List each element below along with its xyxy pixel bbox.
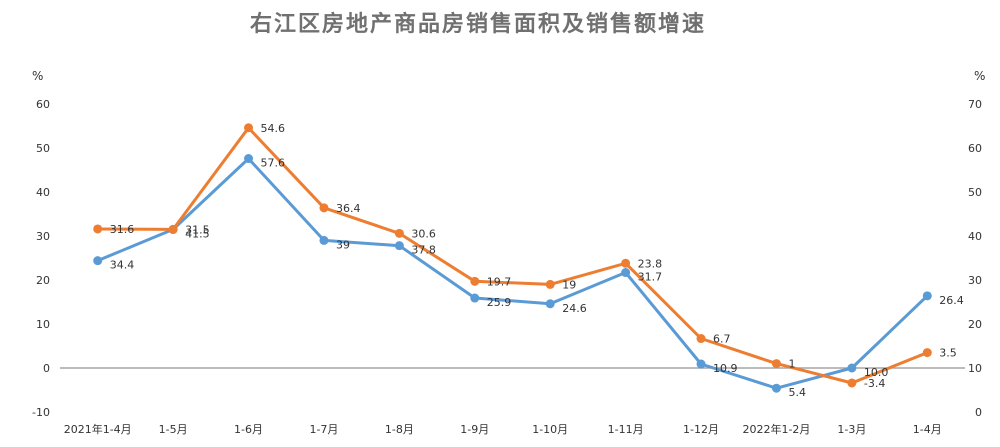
data-point	[922, 291, 932, 301]
data-label: 6.7	[713, 333, 731, 346]
data-label: 39	[336, 238, 350, 251]
series-layer: 31.6 31.5 54.6 36.4 30.6 19.7 19 23.8 6.7 1 -3.4 3.…	[93, 122, 964, 399]
data-point	[771, 383, 781, 393]
right-tick-label: 50	[968, 186, 982, 199]
x-tick-label: 1-12月	[683, 423, 719, 436]
data-label: 10.9	[713, 362, 738, 375]
data-point	[93, 256, 103, 266]
data-point	[244, 154, 254, 164]
series-left-axis	[93, 123, 932, 388]
right-tick-label: 30	[968, 274, 982, 287]
x-tick-label: 1-9月	[460, 423, 489, 436]
data-label: 1	[788, 358, 795, 371]
data-labels-right-axis: 34.4 41.5 57.6 39 37.8 25.9 24.6 31.7 10.9 5.4 10.…	[110, 157, 964, 400]
left-axis-unit: %	[32, 69, 43, 83]
data-label: 34.4	[110, 259, 135, 272]
data-label: 36.4	[336, 202, 361, 215]
data-label: 31.7	[638, 271, 663, 284]
data-point	[696, 334, 706, 344]
data-label: 3.5	[939, 347, 957, 360]
data-point	[93, 224, 103, 234]
right-axis: 70 60 50 40 30 20 10 0	[968, 98, 982, 419]
series-right-axis	[93, 154, 932, 393]
x-tick-label: 2021年1-4月	[64, 422, 132, 436]
data-label: 37.8	[411, 244, 436, 257]
left-tick-label: 60	[36, 98, 50, 111]
data-label: 23.8	[638, 257, 663, 270]
right-tick-label: 70	[968, 98, 982, 111]
data-label: 41.5	[185, 227, 210, 240]
data-point	[621, 268, 631, 278]
data-label: 25.9	[487, 296, 512, 309]
data-point	[319, 235, 329, 245]
right-tick-label: 10	[968, 362, 982, 375]
data-point	[696, 359, 706, 369]
data-label: 31.6	[110, 223, 135, 236]
data-label: 10.0	[864, 366, 889, 379]
data-point	[771, 359, 781, 369]
data-point	[319, 203, 329, 213]
x-tick-label: 1-11月	[608, 423, 644, 436]
data-point	[545, 279, 555, 289]
data-point	[847, 363, 857, 373]
data-point	[244, 123, 254, 133]
data-label: 5.4	[788, 386, 806, 399]
series-line	[96, 126, 929, 385]
left-tick-label: 40	[36, 186, 50, 199]
data-label: -3.4	[864, 377, 885, 390]
x-axis: 2021年1-4月 1-5月 1-6月 1-7月 1-8月 1-9月 1-10月 1-11月 1…	[64, 422, 942, 436]
data-point	[394, 241, 404, 251]
data-label: 54.6	[261, 122, 286, 135]
data-label: 57.6	[261, 157, 286, 170]
chart-title: 右江区房地产商品房销售面积及销售额增速	[250, 11, 706, 37]
data-point	[545, 299, 555, 309]
left-tick-label: 10	[36, 318, 50, 331]
data-point	[394, 228, 404, 238]
x-tick-label: 1-6月	[234, 423, 263, 436]
x-tick-label: 1-5月	[159, 423, 188, 436]
right-tick-label: 40	[968, 230, 982, 243]
left-tick-label: 20	[36, 274, 50, 287]
data-point	[847, 378, 857, 388]
x-tick-label: 1-3月	[837, 423, 866, 436]
data-point	[621, 258, 631, 268]
right-tick-label: 20	[968, 318, 982, 331]
left-axis: 60 50 40 30 20 10 0 -10	[32, 98, 50, 419]
data-point	[470, 293, 480, 303]
data-label: 24.6	[562, 302, 587, 315]
series-line	[96, 157, 929, 390]
data-label: 26.4	[939, 294, 964, 307]
data-label: 31.5	[185, 223, 210, 236]
data-labels-left-axis: 31.6 31.5 54.6 36.4 30.6 19.7 19 23.8 6.7 1 -3.4 3.…	[110, 122, 957, 390]
left-tick-label: 0	[43, 362, 50, 375]
data-point	[470, 276, 480, 286]
right-tick-label: 0	[975, 406, 982, 419]
x-tick-label: 1-10月	[532, 423, 568, 436]
data-label: 19.7	[487, 275, 512, 288]
x-tick-label: 1-8月	[385, 423, 414, 436]
data-point	[922, 348, 932, 358]
data-label: 19	[562, 278, 576, 291]
left-tick-label: -10	[32, 406, 50, 419]
left-tick-label: 50	[36, 142, 50, 155]
right-tick-label: 60	[968, 142, 982, 155]
right-axis-unit: %	[974, 69, 985, 83]
data-point	[168, 224, 178, 234]
x-tick-label: 2022年1-2月	[742, 422, 810, 436]
data-label: 30.6	[411, 227, 436, 240]
x-tick-label: 1-7月	[309, 423, 338, 436]
left-tick-label: 30	[36, 230, 50, 243]
x-tick-label: 1-4月	[913, 423, 942, 436]
